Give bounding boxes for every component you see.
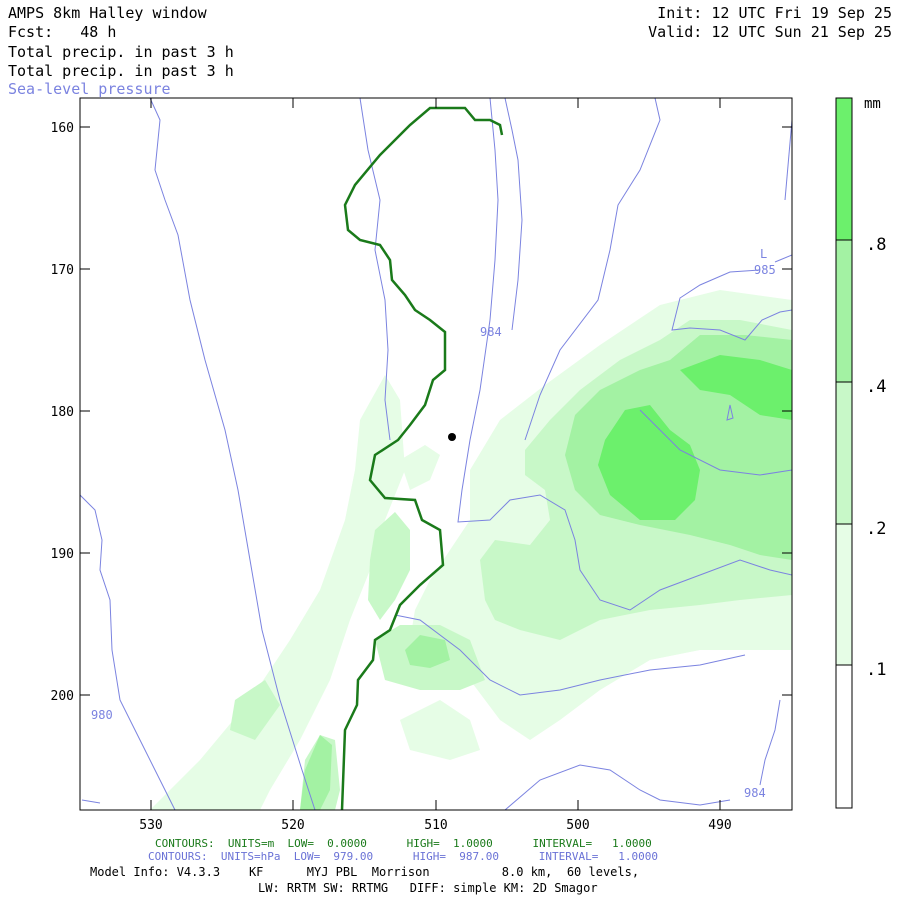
slp-contour-line bbox=[671, 269, 792, 341]
colorbar: mm .8 .4 .2 .1 bbox=[835, 96, 886, 809]
model-info: Model Info: V4.3.3 KF MYJ PBL Morrison 8… bbox=[90, 865, 640, 879]
field-label-2: Total precip. in past 3 h bbox=[8, 62, 234, 80]
colorbar-swatch bbox=[836, 98, 852, 240]
contour-label: 980 bbox=[91, 708, 113, 722]
colorbar-swatch bbox=[836, 524, 852, 665]
slp-contours bbox=[80, 98, 792, 810]
colorbar-swatch bbox=[836, 665, 852, 808]
precip-0.2-area bbox=[230, 680, 280, 740]
x-tick-label: 520 bbox=[281, 818, 304, 833]
colorbar-label: .4 bbox=[866, 377, 886, 397]
precip-0.4-area bbox=[405, 635, 450, 668]
slp-contour-line bbox=[784, 119, 792, 201]
x-ticks bbox=[150, 98, 721, 810]
contour-label: 984 bbox=[480, 325, 502, 339]
valid-time: Valid: 12 UTC Sun 21 Sep 25 bbox=[648, 23, 892, 41]
precip-0.1-area bbox=[150, 375, 405, 810]
physics-info: LW: RRTM SW: RRTMG DIFF: simple KM: 2D S… bbox=[258, 881, 598, 895]
init-time: Init: 12 UTC Fri 19 Sep 25 bbox=[657, 4, 892, 22]
slp-contour-line bbox=[80, 494, 176, 810]
coastline-contour bbox=[340, 106, 504, 810]
colorbar-label: .8 bbox=[866, 235, 886, 255]
slp-contour-line bbox=[457, 98, 792, 611]
green-contour-info: CONTOURS: UNITS=m LOW= 0.0000 HIGH= 1.00… bbox=[155, 837, 652, 850]
precip-0.1-area bbox=[400, 445, 440, 490]
precip-0.8-area bbox=[680, 355, 792, 420]
blue-contour-info: CONTOURS: UNITS=hPa LOW= 979.00 HIGH= 98… bbox=[148, 850, 658, 863]
y-tick-label: 200 bbox=[51, 689, 74, 704]
slp-contour-line bbox=[726, 404, 734, 421]
slp-contour-line bbox=[504, 98, 523, 331]
station-marker bbox=[448, 433, 456, 441]
low-pressure-marker: L bbox=[760, 247, 767, 261]
x-tick-label: 500 bbox=[566, 818, 589, 833]
y-tick-label: 160 bbox=[51, 121, 74, 136]
colorbar-label: .2 bbox=[866, 519, 886, 539]
colorbar-label: .1 bbox=[866, 660, 886, 680]
precip-0.4-area bbox=[300, 735, 332, 810]
precip-0.1-area bbox=[400, 700, 480, 760]
colorbar-swatch bbox=[836, 382, 852, 524]
y-tick-labels: 160 170 180 190 200 bbox=[51, 121, 74, 704]
precip-0.2-area bbox=[368, 512, 410, 620]
slp-contour-line bbox=[149, 98, 316, 810]
field-label-slp: Sea-level pressure bbox=[8, 80, 171, 98]
x-tick-label: 490 bbox=[708, 818, 731, 833]
slp-contour-line bbox=[759, 699, 781, 786]
contour-label: 985 bbox=[754, 263, 776, 277]
x-tick-labels: 530 520 510 500 490 bbox=[139, 818, 731, 833]
slp-contour-line bbox=[504, 764, 731, 810]
colorbar-unit: mm bbox=[864, 96, 881, 112]
y-tick-label: 180 bbox=[51, 405, 74, 420]
slp-contour-line bbox=[774, 254, 792, 263]
slp-contour-line bbox=[81, 799, 101, 804]
slp-contour-line bbox=[394, 614, 746, 696]
x-tick-label: 530 bbox=[139, 818, 162, 833]
precip-shading bbox=[150, 290, 792, 810]
map-title: AMPS 8km Halley window bbox=[8, 4, 207, 22]
y-tick-label: 170 bbox=[51, 263, 74, 278]
y-tick-label: 190 bbox=[51, 547, 74, 562]
forecast-hour: Fcst: 48 h bbox=[8, 23, 117, 41]
precip-0.8-area bbox=[598, 405, 700, 520]
slp-contour-line bbox=[524, 98, 661, 441]
slp-contour-line bbox=[359, 98, 391, 441]
x-tick-label: 510 bbox=[424, 818, 447, 833]
contour-labels: 985 984 980 984 L bbox=[91, 247, 776, 800]
field-label-1: Total precip. in past 3 h bbox=[8, 43, 234, 61]
colorbar-swatch bbox=[836, 240, 852, 382]
slp-contour-line bbox=[639, 409, 792, 476]
y-ticks bbox=[80, 126, 792, 696]
contour-label: 984 bbox=[744, 786, 766, 800]
